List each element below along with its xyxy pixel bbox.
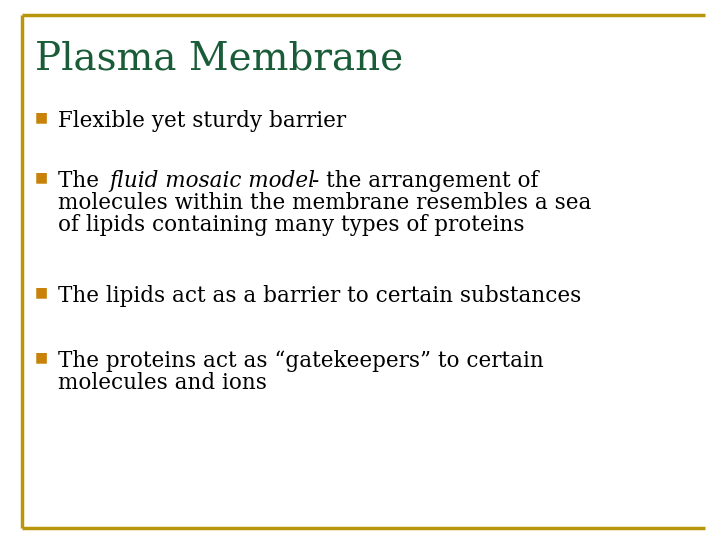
- Text: ■: ■: [35, 350, 48, 364]
- Text: The lipids act as a barrier to certain substances: The lipids act as a barrier to certain s…: [58, 285, 581, 307]
- Text: The proteins act as “gatekeepers” to certain: The proteins act as “gatekeepers” to cer…: [58, 350, 544, 372]
- Text: molecules and ions: molecules and ions: [58, 372, 267, 394]
- Text: of lipids containing many types of proteins: of lipids containing many types of prote…: [58, 214, 524, 236]
- Text: ■: ■: [35, 285, 48, 299]
- Text: Plasma Membrane: Plasma Membrane: [35, 40, 403, 77]
- Text: molecules within the membrane resembles a sea: molecules within the membrane resembles …: [58, 192, 591, 214]
- Text: The: The: [58, 170, 106, 192]
- Text: fluid mosaic model: fluid mosaic model: [109, 170, 315, 192]
- Text: ■: ■: [35, 110, 48, 124]
- Text: - the arrangement of: - the arrangement of: [305, 170, 539, 192]
- Text: Flexible yet sturdy barrier: Flexible yet sturdy barrier: [58, 110, 346, 132]
- Text: ■: ■: [35, 170, 48, 184]
